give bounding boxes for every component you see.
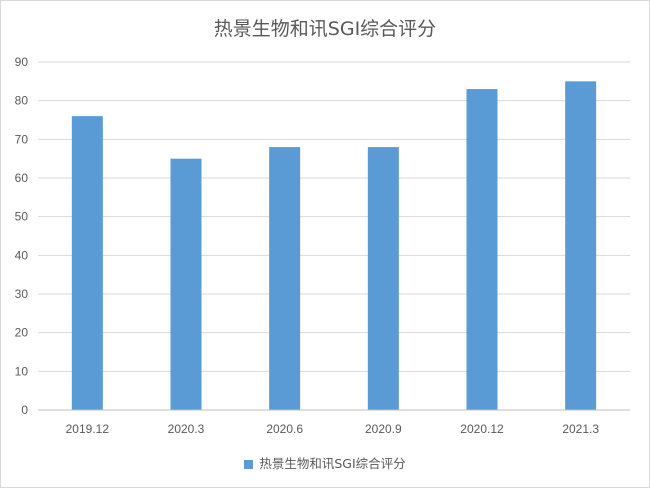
y-tick-label: 60	[15, 171, 29, 185]
bar-2021.3	[565, 81, 597, 410]
y-tick-label: 50	[15, 210, 29, 224]
gridlines	[38, 61, 630, 372]
x-tick-label: 2020.9	[365, 422, 402, 436]
legend: 热景生物和讯SGI综合评分	[0, 453, 650, 472]
y-tick-label: 10	[15, 364, 29, 378]
y-tick-label: 0	[21, 403, 28, 417]
x-tick-label: 2021.3	[562, 422, 599, 436]
y-tick-label: 70	[15, 132, 29, 146]
legend-swatch	[244, 460, 254, 469]
bar-2020.6	[269, 147, 301, 411]
bar-2020.12	[466, 89, 498, 411]
y-tick-label: 20	[15, 326, 29, 340]
x-tick-label: 2019.12	[66, 422, 110, 436]
chart-title: 热景生物和讯SGI综合评分	[213, 18, 437, 40]
y-tick-label: 90	[15, 55, 29, 69]
x-tick-label: 2020.3	[168, 422, 205, 436]
y-axis-ticks: 0 10 20 30 40 50 60 70 80 90	[15, 55, 29, 417]
bar-2019.12	[71, 116, 103, 410]
x-tick-label: 2020.12	[460, 422, 504, 436]
x-axis-ticks: 2019.12 2020.3 2020.6 2020.9 2020.12 2021.3	[66, 422, 600, 436]
x-tick-label: 2020.6	[266, 422, 303, 436]
y-tick-label: 30	[15, 287, 29, 301]
y-tick-label: 40	[15, 248, 29, 262]
bar-2020.3	[170, 158, 202, 410]
y-tick-label: 80	[15, 94, 29, 108]
bars	[71, 81, 597, 411]
bar-2020.9	[367, 147, 399, 411]
legend-label: 热景生物和讯SGI综合评分	[259, 456, 406, 471]
